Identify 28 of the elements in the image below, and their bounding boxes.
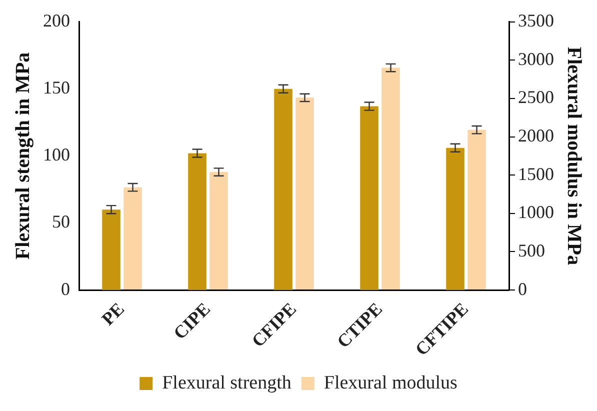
y-axis-title: Flexural stength in MPa	[12, 52, 34, 260]
bar	[296, 98, 314, 290]
y2-tick-label: 2000	[518, 126, 554, 146]
bar	[102, 210, 120, 290]
y2-tick-label: 500	[518, 240, 545, 260]
bar	[274, 88, 292, 290]
legend-label: Flexural strength	[162, 372, 292, 394]
bar	[446, 148, 464, 290]
y2-tick-label: 0	[518, 278, 527, 299]
y2-tick-label: 1500	[518, 164, 554, 184]
y-tick-label: 100	[43, 144, 70, 165]
legend-label: Flexural modulus	[324, 372, 458, 394]
bar	[188, 153, 206, 290]
y-tick-label: 200	[43, 10, 70, 31]
bar	[210, 172, 228, 290]
y2-tick-label: 1000	[518, 202, 554, 222]
y2-tick-label: 2500	[518, 87, 554, 108]
bar	[382, 68, 400, 290]
x-tick-label: PE	[98, 298, 128, 330]
y2-tick-label: 3000	[518, 48, 554, 69]
bar	[360, 106, 378, 290]
y-tick-label: 50	[52, 212, 70, 232]
bar	[124, 187, 142, 290]
y2-axis-title: Flexural modulus in MPa	[562, 46, 585, 266]
y-tick-label: 150	[43, 78, 70, 98]
y2-tick-label: 3500	[518, 10, 554, 31]
y-tick-label: 0	[61, 278, 70, 299]
bar	[468, 130, 486, 290]
